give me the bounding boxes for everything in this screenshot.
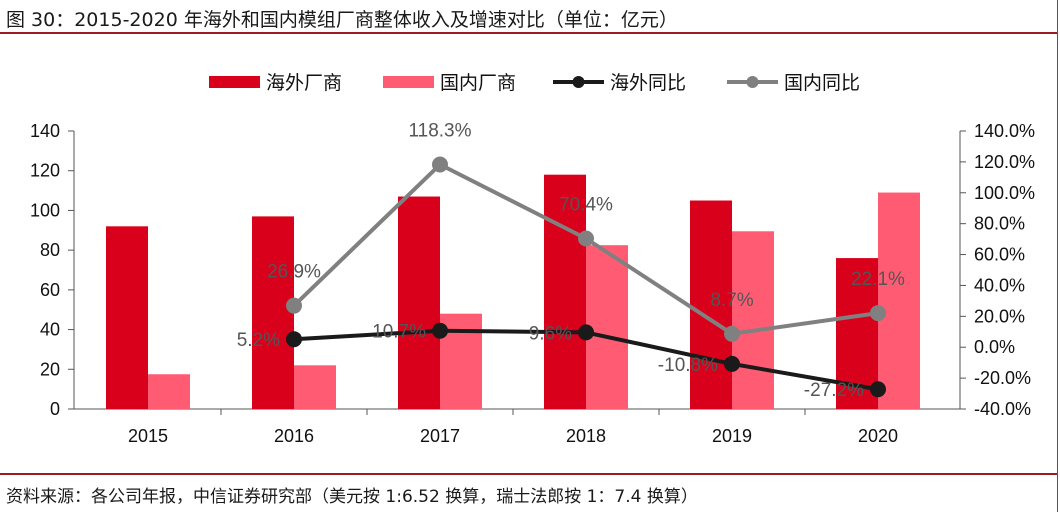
data-label-overseas-yoy: 9.6% <box>529 323 572 344</box>
data-label-overseas-yoy: 5.2% <box>237 330 280 351</box>
right-axis-tick-label: -40.0% <box>974 399 1031 419</box>
source-note: 资料来源：各公司年报，中信证券研究部（美元按 1:6.52 换算，瑞士法郎按 1… <box>6 487 698 507</box>
legend-label: 海外厂商 <box>266 72 342 94</box>
marker-domestic-yoy-2017 <box>432 156 448 173</box>
right-axis-tick-label: 60.0% <box>974 245 1025 265</box>
figure-title: 图 30：2015-2020 年海外和国内模组厂商整体收入及增速对比（单位：亿元… <box>6 9 678 31</box>
bar-overseas-2019 <box>690 200 732 409</box>
page-edge <box>1057 0 1058 512</box>
x-axis-tick-label: 2015 <box>128 426 168 446</box>
x-axis-tick-label: 2020 <box>858 426 898 446</box>
x-axis-tick-label: 2018 <box>566 426 606 446</box>
left-axis-tick-label: 140 <box>30 121 60 141</box>
right-axis-tick-label: 0.0% <box>974 337 1015 357</box>
right-axis-tick-label: 40.0% <box>974 275 1025 295</box>
data-label-overseas-yoy: -10.8% <box>658 355 718 376</box>
x-axis-tick-label: 2017 <box>420 426 460 446</box>
marker-domestic-yoy-2018 <box>578 230 594 247</box>
left-axis-tick-label: 0 <box>50 399 60 419</box>
marker-domestic-yoy-2019 <box>724 325 740 342</box>
data-label-overseas-yoy: 10.7% <box>372 322 426 343</box>
legend-item-overseas[interactable]: 海外厂商 <box>209 72 342 94</box>
data-label-domestic-yoy: 118.3% <box>408 121 471 142</box>
x-axis-tick-label: 2019 <box>712 426 752 446</box>
legend-item-domestic_yoy[interactable]: 国内同比 <box>727 72 860 94</box>
right-axis-tick-label: -20.0% <box>974 368 1031 388</box>
right-axis-tick-label: 120.0% <box>974 152 1035 172</box>
marker-overseas-yoy-2020 <box>870 381 886 398</box>
legend-label: 国内厂商 <box>440 72 516 94</box>
data-label-domestic-yoy: 70.4% <box>559 194 613 215</box>
legend-swatch-domestic <box>383 76 434 88</box>
left-axis-tick-label: 40 <box>40 320 60 340</box>
marker-domestic-yoy-2020 <box>870 305 886 322</box>
axes: 0 20 40 60 80 100 120 140 -40.0% -20.0% 0.0% 20.0% 4… <box>30 121 1035 446</box>
left-axis-tick-label: 20 <box>40 359 60 379</box>
bar-overseas-2017 <box>398 196 440 409</box>
left-axis-tick-label: 120 <box>30 161 60 181</box>
lines <box>286 156 886 398</box>
marker-overseas-yoy-2018 <box>578 324 594 341</box>
legend: 海外厂商 国内厂商 海外同比 国内同比 <box>209 72 860 94</box>
legend-marker-domestic_yoy <box>746 76 759 88</box>
footer-rule <box>0 473 1058 475</box>
legend-item-overseas_yoy[interactable]: 海外同比 <box>553 72 686 94</box>
legend-marker-overseas_yoy <box>572 76 585 88</box>
data-label-domestic-yoy: 22.1% <box>851 269 905 290</box>
legend-swatch-overseas <box>209 76 260 88</box>
marker-overseas-yoy-2016 <box>286 331 302 348</box>
data-label-domestic-yoy: 8.7% <box>710 290 753 311</box>
right-axis-tick-label: 140.0% <box>974 121 1035 141</box>
bar-overseas-2016 <box>252 216 294 409</box>
data-label-domestic-yoy: 26.9% <box>267 262 321 283</box>
bar-domestic-2020 <box>878 192 920 409</box>
data-label-overseas-yoy: -27.2% <box>804 380 864 401</box>
bar-domestic-2019 <box>732 231 774 409</box>
left-axis-tick-label: 100 <box>30 200 60 220</box>
marker-overseas-yoy-2019 <box>724 355 740 372</box>
right-axis-tick-label: 100.0% <box>974 183 1035 203</box>
legend-label: 海外同比 <box>610 72 686 94</box>
left-axis-tick-label: 60 <box>40 280 60 300</box>
bar-domestic-2018 <box>586 245 628 409</box>
marker-domestic-yoy-2016 <box>286 297 302 314</box>
title-rule <box>0 32 1058 34</box>
data-labels: 26.9% 118.3% 70.4% 8.7% 22.1% 5.2% 10.7% 9.6% -1… <box>237 121 905 402</box>
right-axis-tick-label: 20.0% <box>974 306 1025 326</box>
right-axis-tick-label: 80.0% <box>974 214 1025 234</box>
bar-overseas-2015 <box>106 226 148 409</box>
x-axis-tick-label: 2016 <box>274 426 314 446</box>
legend-label: 国内同比 <box>784 72 860 94</box>
bar-domestic-2016 <box>294 365 336 409</box>
bar-overseas-2018 <box>544 174 586 409</box>
left-axis-tick-label: 80 <box>40 240 60 260</box>
marker-overseas-yoy-2017 <box>432 322 448 339</box>
bar-domestic-2015 <box>148 374 190 409</box>
legend-item-domestic[interactable]: 国内厂商 <box>383 72 516 94</box>
